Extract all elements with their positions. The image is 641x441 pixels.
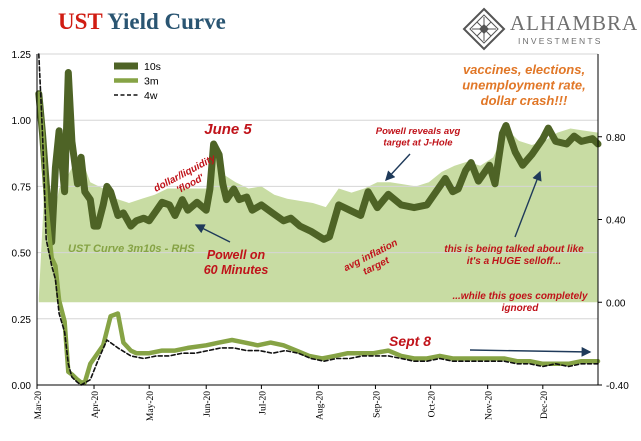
y-left-tick-label: 1.00 [12, 116, 32, 127]
y-left-tick-label: 0.75 [12, 182, 32, 193]
x-tick-label: May-20 [146, 391, 156, 421]
y-left-tick-label: 0.00 [12, 381, 32, 392]
annotation-ignored: ...while this goes completely ignored [452, 291, 587, 314]
x-tick-label: Aug-20 [315, 391, 325, 420]
y-right-tick-label: 0.40 [606, 216, 626, 227]
annotation-powell-60min: Powell on 60 Minutes [204, 248, 269, 277]
x-tick-label: Mar-20 [34, 391, 44, 420]
x-tick-label: Dec-20 [540, 391, 550, 419]
x-tick-label: Nov-20 [485, 391, 495, 420]
y-left-tick-label: 0.25 [12, 315, 32, 326]
title-text: Yield Curve [107, 9, 226, 34]
arrow-jhole [385, 153, 411, 182]
series-line-3m [36, 91, 601, 385]
chart-title: UST Yield Curve [58, 9, 226, 35]
x-tick-label: Apr-20 [91, 391, 101, 418]
series-line-4w [38, 53, 599, 386]
annotation-huge-selloff: this is being talked about like it's a HU… [444, 244, 584, 267]
curve-area-series [38, 128, 599, 303]
y-right-tick-label: 0.00 [606, 298, 626, 309]
logo-subtitle: INVESTMENTS [518, 36, 603, 46]
annotation-vaccines: vaccines, elections, unemployment rate, do… [462, 62, 586, 108]
legend-label-3m: 3m [144, 76, 159, 88]
annotation-sept8: Sept 8 [389, 333, 431, 349]
x-tick-label: Oct-20 [428, 391, 438, 418]
arrow-powell-60min [194, 224, 231, 243]
y-left-tick-label: 1.25 [12, 50, 32, 61]
x-tick-label: Jun-20 [203, 391, 213, 417]
series-line-10s [35, 69, 602, 246]
x-tick-label: Jul-20 [258, 391, 268, 415]
y-left-tick-label: 0.50 [12, 249, 32, 260]
annotation-june5: June 5 [204, 121, 252, 138]
annotation-curve-rhs: UST Curve 3m10s - RHS [68, 243, 195, 255]
logo: ALHAMBRA INVESTMENTS [462, 6, 638, 52]
annotation-jhole: Powell reveals avg target at J-Hole [376, 126, 461, 148]
logo-mark-icon [462, 7, 506, 51]
y-right-tick-label: 0.80 [606, 133, 626, 144]
legend-label-10s: 10s [144, 61, 161, 73]
arrow-ignored [469, 346, 592, 357]
logo-name: ALHAMBRA [510, 11, 639, 35]
y-right-tick-label: -0.40 [606, 381, 629, 392]
legend-label-4w: 4w [144, 90, 158, 102]
title-prefix: UST [58, 9, 103, 34]
arrow-selloff [514, 170, 542, 238]
x-tick-label: Sep-20 [372, 391, 382, 418]
